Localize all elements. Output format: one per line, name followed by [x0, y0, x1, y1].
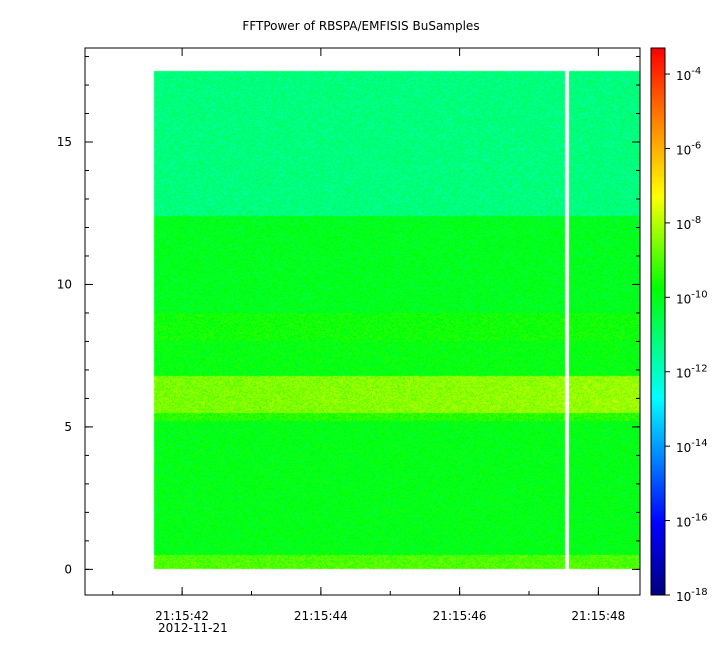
- x-date-label: 2012-11-21: [158, 621, 228, 635]
- x-tick-label: 21:15:42: [155, 609, 209, 623]
- chart-title: FFTPower of RBSPA/EMFISIS BuSamples: [242, 19, 479, 33]
- colorbar-tick-label: 10-4: [676, 66, 701, 83]
- x-tick-label: 21:15:46: [433, 609, 487, 623]
- y-tick-label: 10: [57, 277, 72, 291]
- y-tick-label: 5: [64, 420, 72, 434]
- colorbar-tick-label: 10-8: [676, 215, 701, 232]
- x-tick-label: 21:15:48: [571, 609, 625, 623]
- y-tick-label: 15: [57, 135, 72, 149]
- y-axis: 0 5 10 15: [57, 56, 640, 576]
- spectrogram-canvas: [85, 48, 640, 595]
- y-tick-label: 0: [64, 562, 72, 576]
- colorbar-tick-label: 10-16: [676, 513, 708, 530]
- x-axis: 21:15:42 21:15:44 21:15:46 21:15:48: [112, 48, 625, 623]
- plot-frame: [84, 47, 641, 596]
- x-tick-label: 21:15:44: [294, 609, 348, 623]
- colorbar-tick-label: 10-12: [676, 364, 708, 381]
- colorbar-canvas: [651, 48, 665, 595]
- colorbar-tick-label: 10-10: [676, 289, 708, 306]
- colorbar-tick-label: 10-6: [676, 140, 701, 157]
- colorbar-tick-label: 10-14: [676, 438, 708, 455]
- colorbar-axis: 10-4 10-6 10-8 10-10 10-12 10-14 10-16 10-18: [665, 66, 708, 604]
- colorbar-frame: [650, 47, 666, 596]
- spectrogram-area: [85, 48, 640, 595]
- colorbar: [651, 48, 665, 595]
- colorbar-tick-label: 10-18: [676, 587, 708, 604]
